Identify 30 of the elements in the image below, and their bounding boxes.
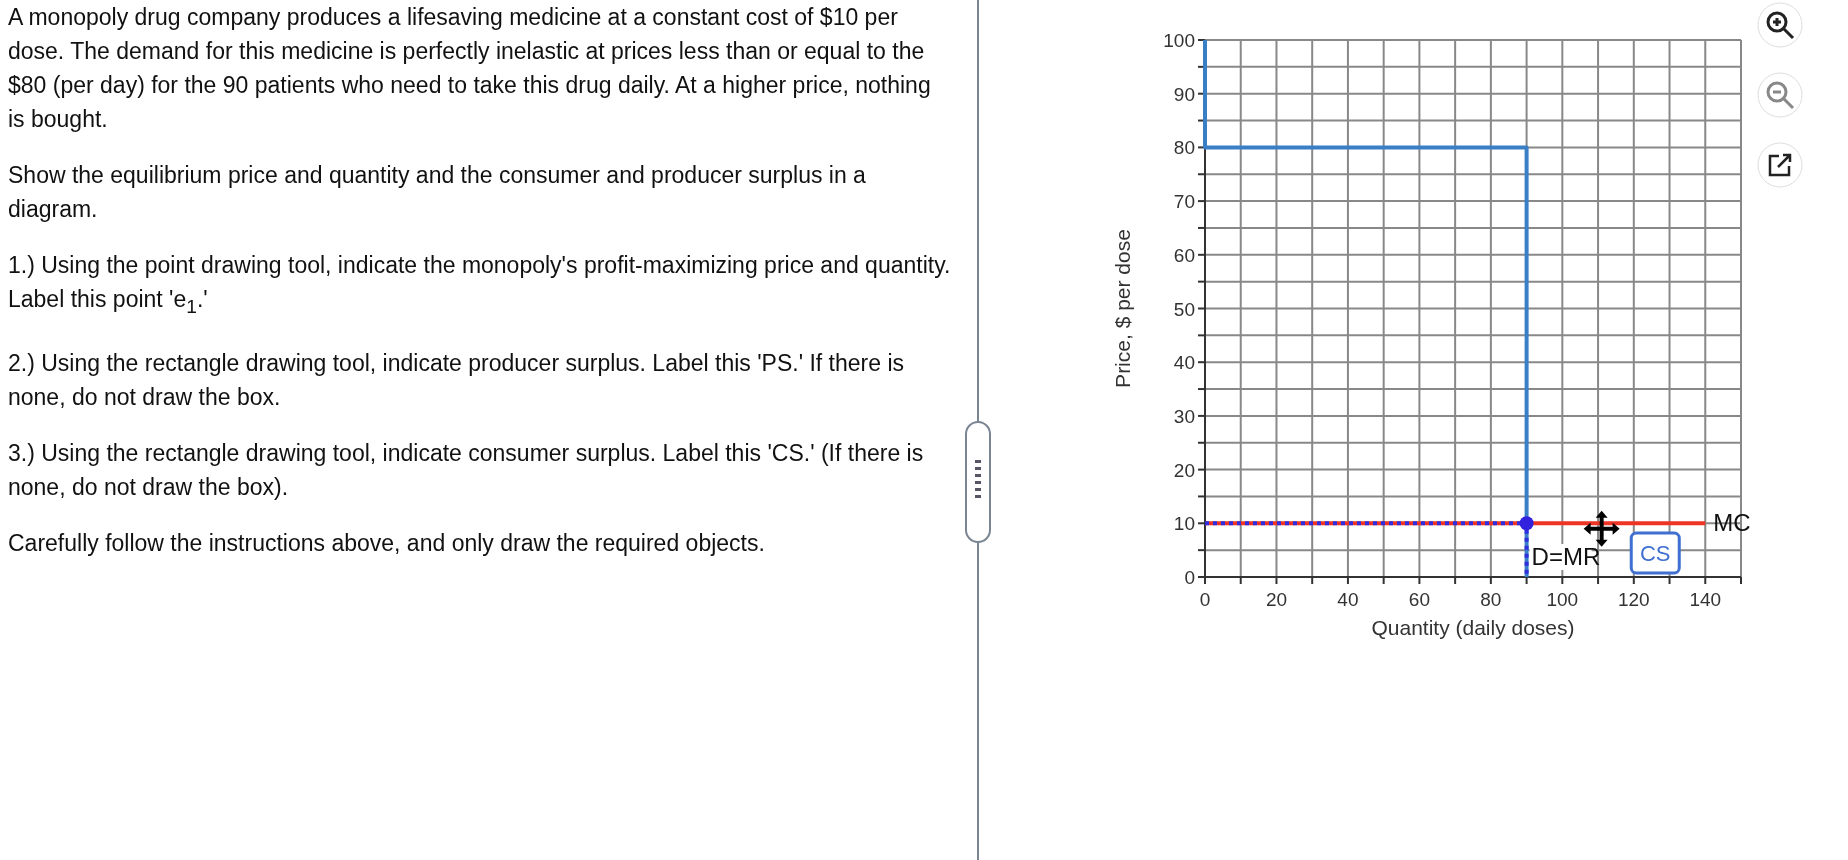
x-tick-label: 0 [1199,589,1211,610]
y-tick-label: 10 [1173,513,1195,535]
x-tick-label: 80 [1480,589,1502,610]
series-label: D=MR [1531,543,1601,570]
y-tick-label: 100 [1163,30,1195,51]
y-tick-label: 50 [1173,298,1195,320]
y-tick-label: 30 [1173,405,1195,427]
series-label: MC [1713,509,1751,537]
y-axis-title: Price, $ per dose [1111,229,1134,388]
x-tick-label: 120 [1617,589,1650,610]
y-tick-label: 70 [1173,191,1195,213]
y-tick-label: 40 [1173,352,1195,374]
y-tick-label: 80 [1173,137,1195,159]
text: 3.) Using the rectangle drawing tool, indicate consumer surplus. Label this 'CS.' (If there is none, do not draw the box). [8,438,925,502]
annotation: CS [1639,541,1671,566]
x-tick-label: 140 [1689,589,1722,610]
x-tick-label: 20 [1265,589,1288,610]
x-tick-label: 60 [1408,589,1430,610]
text: 2.) Using the rectangle drawing tool, indicate producer surplus. Label this 'PS.' If there is none, do not draw the box. [8,348,906,412]
x-tick-label: 100 [1546,589,1579,610]
text: Show the equilibrium price and quantity and the consumer and producer surplus in a diagram. [8,161,867,224]
y-tick-label: 20 [1173,459,1195,481]
x-tick-label: 40 [1337,589,1359,610]
text: 1.) Using the point drawing tool, indicate the monopoly's profit-maximizing price and quantity. Label this point 'e$_{1}$.' [8,251,952,319]
y-tick-label: 0 [1184,567,1195,588]
y-tick-label: 60 [1173,244,1195,266]
y-tick-label: 90 [1173,83,1195,105]
text: A monopoly drug company produces a lifesaving medicine at a constant cost of $10 per dose. The demand for this medicine is perfectly inelastic at prices less than or equal to the $80 (per day) for the 90 patients who need to take this drug daily. At a higher price, nothing is bought. [8,3,932,134]
x-axis-title: Quantity (daily doses) [1371,616,1575,639]
text: Carefully follow the instructions above, and only draw the required objects. [8,528,766,558]
